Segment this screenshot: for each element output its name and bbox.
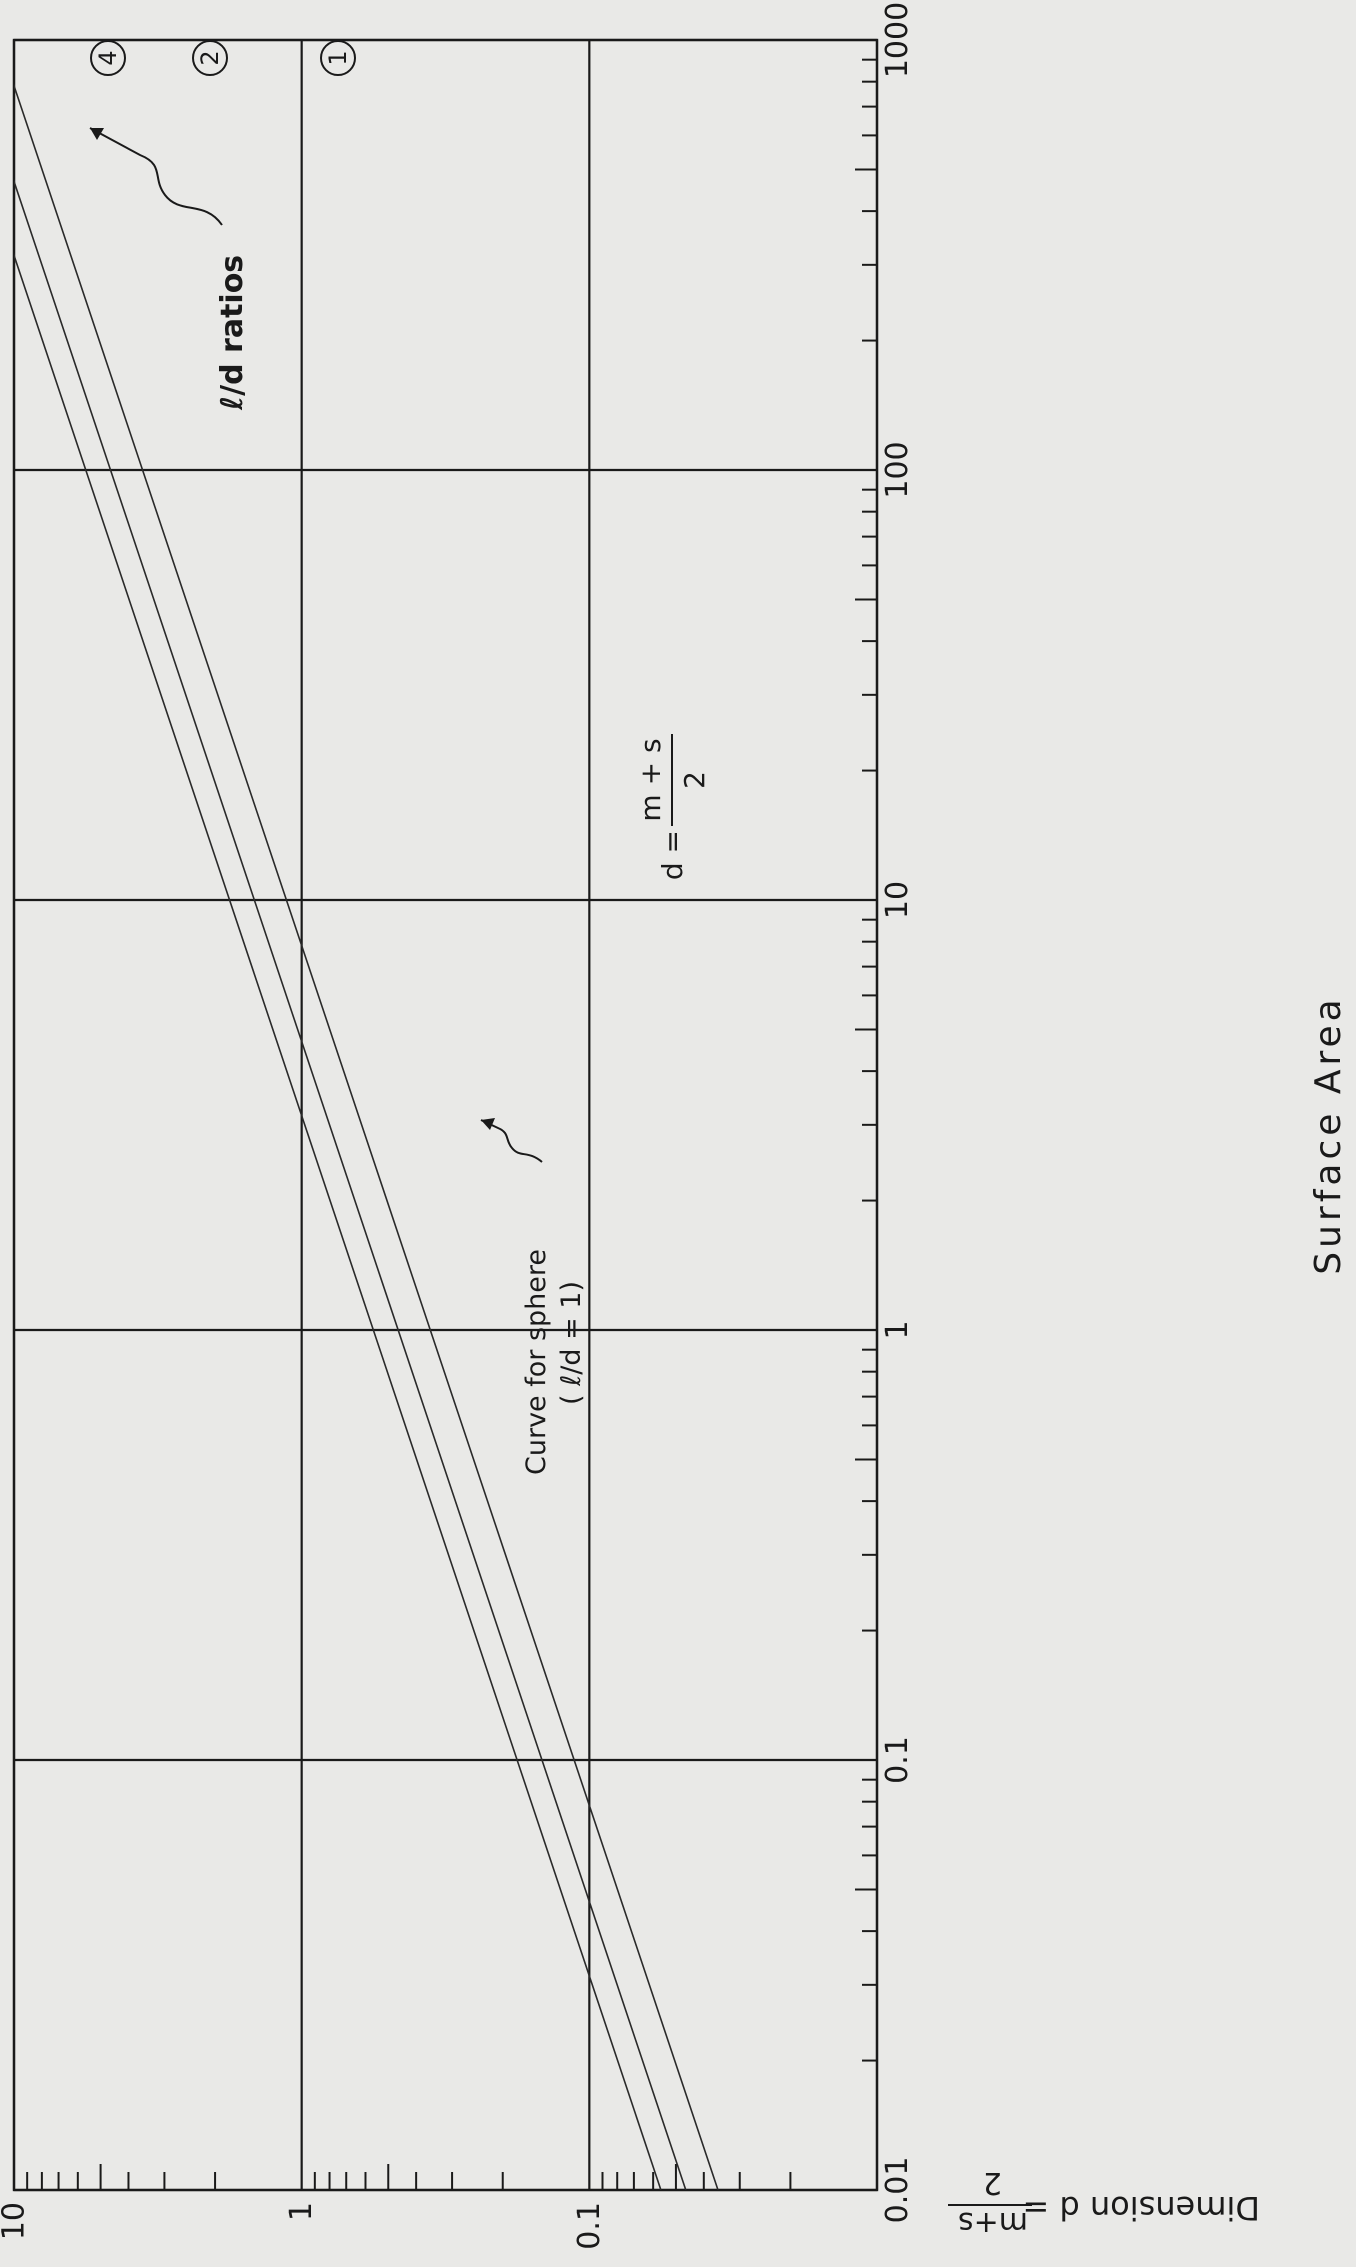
ratios-pointer [89, 127, 223, 226]
series-line-2 [14, 178, 687, 2190]
x-tick-label: 0.01 [880, 2157, 915, 2224]
y-tick-label: 1 [284, 2202, 319, 2221]
sphere-pointer-arrowhead [481, 1118, 495, 1130]
x-axis-label: Surface Area [1308, 995, 1349, 1274]
series-label-circle-4 [90, 40, 126, 76]
y-tick-label: 0.1 [572, 2202, 607, 2250]
x-tick-label: 1000 [880, 2, 915, 78]
y-axis-label: Dimension d = m+s 2 [948, 2165, 1260, 2240]
y-tick-label: 10 [0, 2202, 32, 2240]
x-tick-label: 1 [880, 1320, 915, 1339]
formula-annotation: d = m + s 2 [634, 734, 711, 880]
sphere-pointer [480, 1119, 543, 1163]
formula-denominator: 2 [678, 771, 711, 789]
sphere-label-line2: ( ℓ/d = 1) [556, 1281, 587, 1405]
plot-frame [12, 38, 879, 2192]
series-line-1 [14, 252, 662, 2190]
y-axis-label-text: Dimension d = [1022, 2189, 1260, 2227]
series-label-circle-1 [320, 40, 356, 76]
y-axis-label-numerator: m+s [958, 2205, 1028, 2240]
series-line-4 [14, 83, 719, 2190]
formula-numerator: m + s [634, 738, 667, 821]
plot-area: 1 2 4 0.01 0.1 1 10 100 1000 0.1 1 10 [0, 2, 915, 2250]
sphere-annotation: Curve for sphere ( ℓ/d = 1) [480, 1118, 587, 1475]
series-label-1: 1 [324, 50, 352, 65]
ratios-label: ℓ/d ratios [215, 255, 250, 411]
x-tick-label: 100 [880, 441, 915, 498]
formula-lhs: d = [656, 830, 689, 880]
y-axis-label-denominator: 2 [983, 2165, 1002, 2200]
series-label-2: 2 [196, 50, 224, 65]
sphere-label-line1: Curve for sphere [521, 1249, 552, 1475]
ratios-pointer-arrowhead [90, 128, 104, 140]
ratios-annotation: ℓ/d ratios [89, 127, 250, 411]
series-label-circle-2 [192, 40, 228, 76]
x-tick-label: 0.1 [880, 1736, 915, 1784]
series-label-4: 4 [94, 50, 122, 65]
x-tick-label: 10 [880, 881, 915, 919]
